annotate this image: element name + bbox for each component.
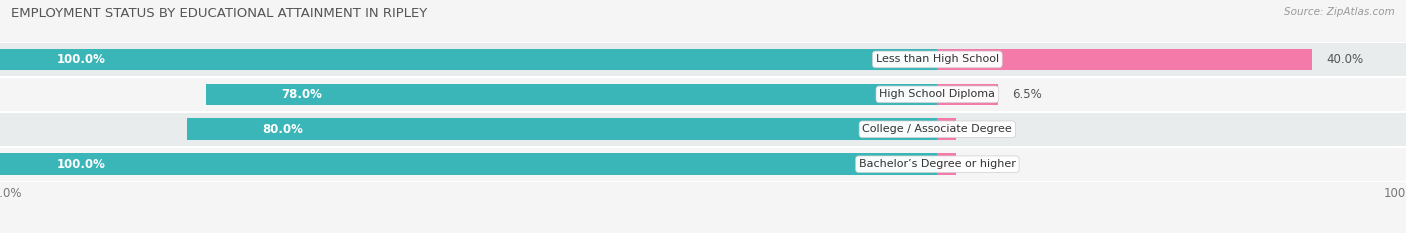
Bar	[0, 154, 938, 175]
Text: 100.0%: 100.0%	[56, 53, 105, 66]
Text: High School Diploma: High School Diploma	[879, 89, 995, 99]
Bar	[938, 49, 1312, 70]
Bar	[187, 118, 938, 140]
Bar	[938, 154, 956, 175]
Text: 40.0%: 40.0%	[1326, 53, 1364, 66]
Text: Less than High School: Less than High School	[876, 55, 998, 64]
Text: 78.0%: 78.0%	[281, 88, 322, 101]
Text: 100.0%: 100.0%	[56, 158, 105, 171]
Bar	[0, 112, 1406, 147]
Text: 80.0%: 80.0%	[263, 123, 304, 136]
Bar	[0, 42, 1406, 77]
Bar	[0, 77, 1406, 112]
Text: 6.5%: 6.5%	[1012, 88, 1042, 101]
Text: EMPLOYMENT STATUS BY EDUCATIONAL ATTAINMENT IN RIPLEY: EMPLOYMENT STATUS BY EDUCATIONAL ATTAINM…	[11, 7, 427, 20]
Bar	[207, 84, 938, 105]
Bar	[938, 84, 998, 105]
Text: College / Associate Degree: College / Associate Degree	[862, 124, 1012, 134]
Text: Bachelor’s Degree or higher: Bachelor’s Degree or higher	[859, 159, 1015, 169]
Bar	[938, 118, 956, 140]
Text: Source: ZipAtlas.com: Source: ZipAtlas.com	[1284, 7, 1395, 17]
Legend: In Labor Force, Unemployed: In Labor Force, Unemployed	[593, 230, 813, 233]
Bar	[0, 49, 938, 70]
Text: 0.0%: 0.0%	[970, 123, 1000, 136]
Text: 0.0%: 0.0%	[970, 158, 1000, 171]
Bar	[0, 147, 1406, 182]
